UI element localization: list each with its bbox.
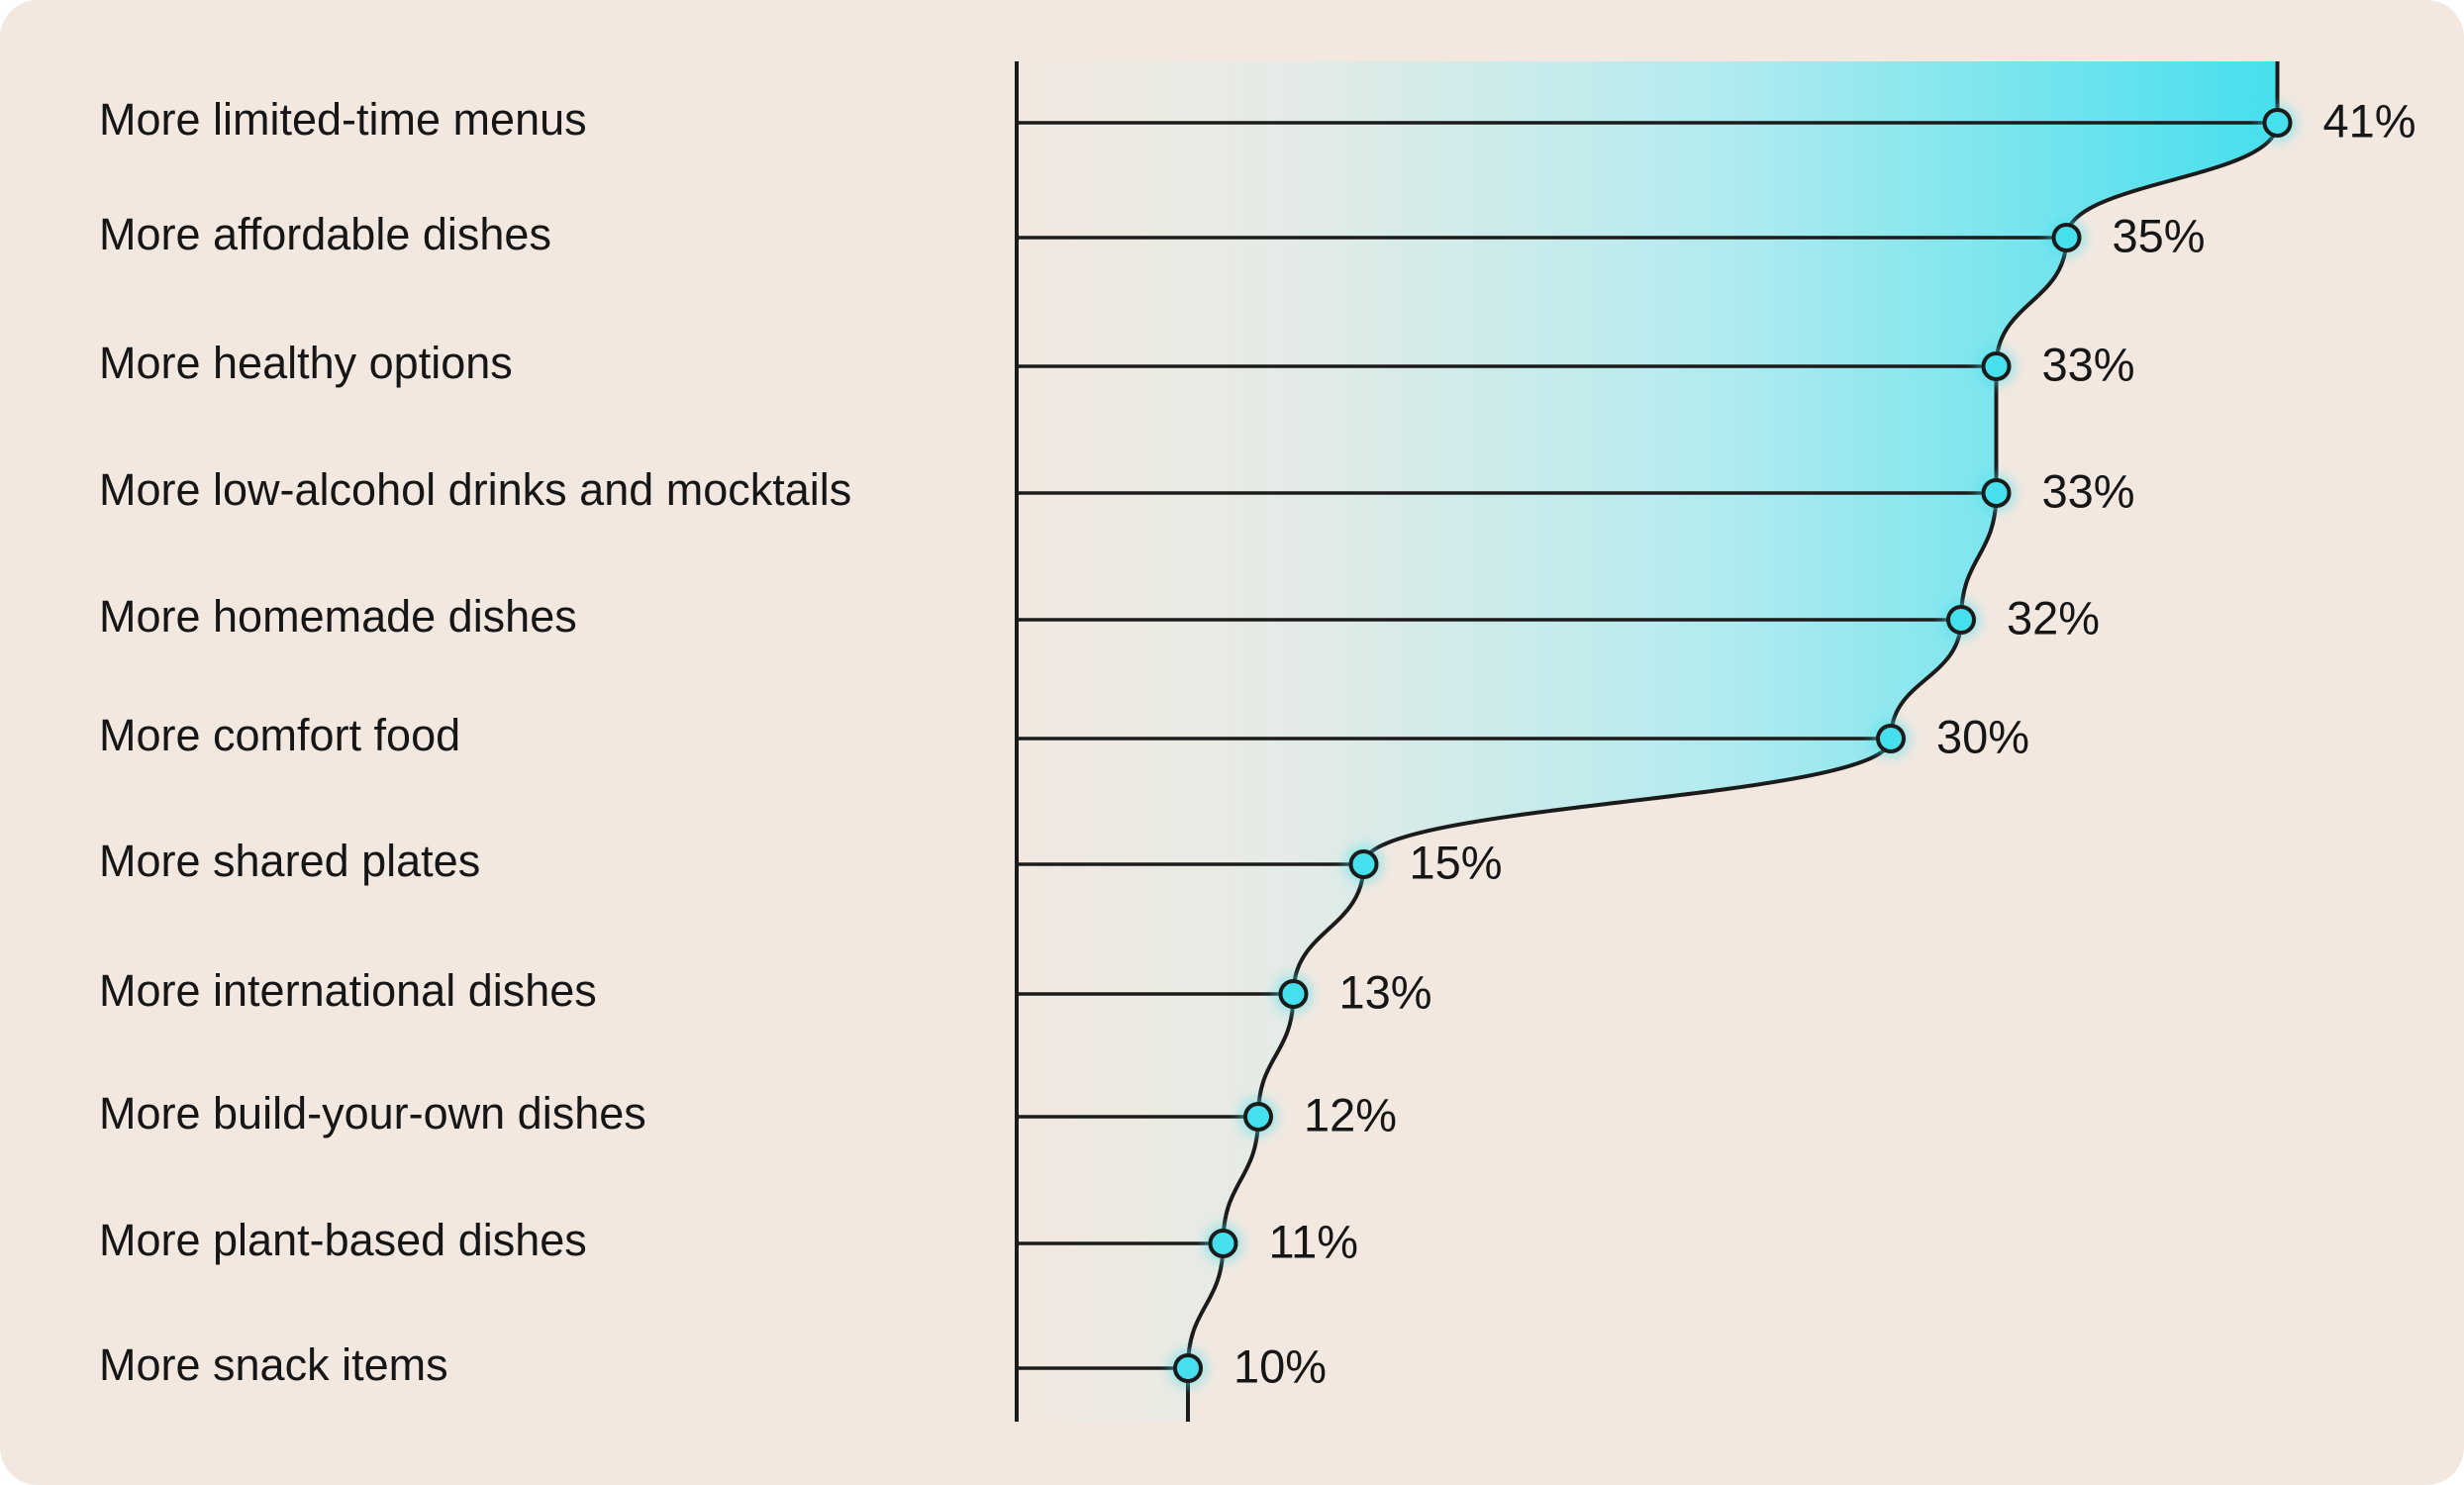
value-label: 13% — [1339, 965, 1432, 1018]
category-label: More low-alcohol drinks and mocktails — [99, 464, 851, 515]
gradient-area — [1017, 61, 2278, 1422]
data-point-marker — [1278, 979, 1309, 1009]
data-point-marker — [1981, 351, 2012, 381]
data-point-marker — [1876, 724, 1906, 753]
data-point-marker — [1981, 478, 2012, 508]
category-label: More homemade dishes — [99, 591, 577, 642]
category-label: More healthy options — [99, 338, 513, 388]
value-label: 41% — [2323, 94, 2416, 147]
gradient-area-fill — [1017, 61, 2278, 1422]
stems — [1017, 121, 2278, 1370]
data-point-marker — [2262, 108, 2293, 138]
value-label: 10% — [1233, 1339, 1327, 1392]
value-labels: 41% 35% 33% 33% 32% 30% 15% 13% 12% 11% 10% — [1233, 94, 2416, 1392]
value-label: 33% — [2042, 464, 2135, 517]
data-point-marker — [1348, 849, 1379, 879]
category-label: More comfort food — [99, 710, 460, 760]
value-label: 32% — [2007, 591, 2100, 644]
data-point-marker — [1243, 1102, 1273, 1132]
data-point-marker — [2051, 223, 2082, 252]
category-label: More snack items — [99, 1339, 448, 1390]
value-label: 11% — [1269, 1215, 1359, 1267]
data-point-marker — [1946, 605, 1976, 635]
value-label: 12% — [1304, 1088, 1397, 1140]
category-label: More limited-time menus — [99, 94, 587, 145]
category-label: More plant-based dishes — [99, 1215, 587, 1265]
value-label: 15% — [1410, 836, 1503, 888]
category-label: More shared plates — [99, 836, 480, 886]
value-label: 30% — [1936, 710, 2029, 762]
category-label: More international dishes — [99, 965, 597, 1016]
data-point-marker — [1208, 1229, 1238, 1258]
category-labels: More limited-time menus More affordable d… — [99, 94, 851, 1390]
category-label: More affordable dishes — [99, 209, 551, 259]
value-label: 35% — [2113, 209, 2206, 261]
data-point-marker — [1173, 1353, 1203, 1383]
markers — [1171, 106, 2295, 1385]
value-label: 33% — [2042, 338, 2135, 390]
category-label: More build-your-own dishes — [99, 1088, 646, 1138]
